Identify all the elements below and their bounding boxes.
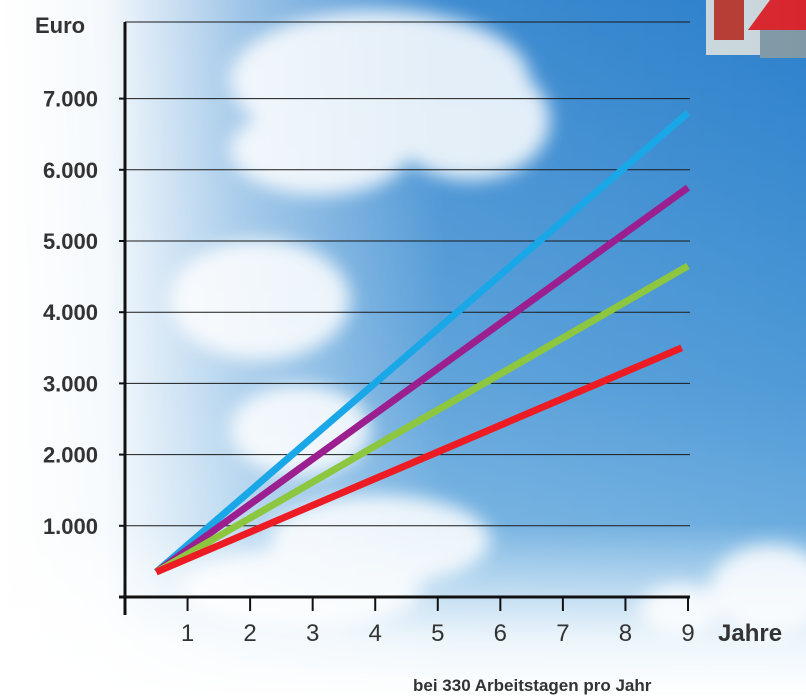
x-tick-label: 8: [619, 620, 632, 647]
y-tick-label: 3.000: [43, 371, 98, 396]
series-line-3: [154, 262, 690, 576]
series-line-2: [154, 184, 691, 575]
axes: [119, 22, 690, 615]
y-tick-label: 6.000: [43, 158, 98, 183]
series-lines: [153, 110, 691, 576]
series-line-4: [154, 344, 684, 576]
y-tick-label: 5.000: [43, 229, 98, 254]
y-tick-label: 4.000: [43, 300, 98, 325]
x-tick-label: 2: [243, 620, 256, 647]
footnote: bei 330 Arbeitstagen pro Jahr: [413, 676, 652, 695]
x-axis-title: Jahre: [718, 620, 782, 647]
series-line-1: [153, 110, 691, 575]
x-tick-label: 7: [556, 620, 569, 647]
x-tick-label: 1: [181, 620, 194, 647]
x-tick-label: 4: [369, 620, 382, 647]
y-tick-label: 2.000: [43, 443, 98, 468]
x-tick-label: 6: [494, 620, 507, 647]
tick-labels: 1.000 2.000 3.000 4.000 5.000 6.000 7.000 1 2 3 4 5…: [43, 87, 695, 647]
x-tick-label: 3: [306, 620, 319, 647]
y-axis-title: Euro: [35, 13, 85, 38]
x-tick-label: 5: [431, 620, 444, 647]
y-tick-label: 1.000: [43, 514, 98, 539]
grid-lines: [119, 21, 690, 611]
x-tick-label: 9: [681, 620, 694, 647]
y-tick-label: 7.000: [43, 87, 98, 112]
